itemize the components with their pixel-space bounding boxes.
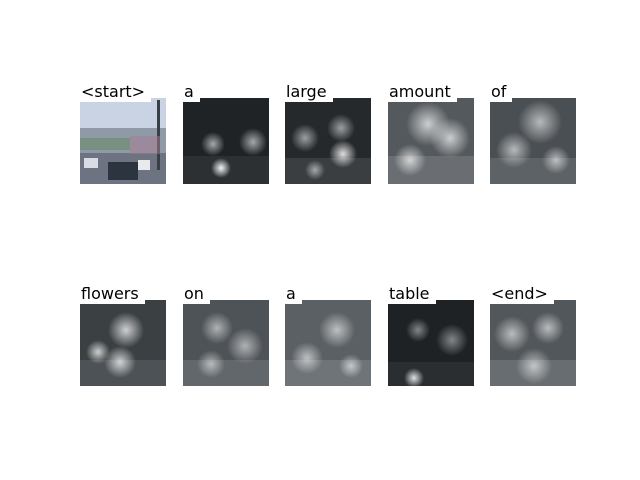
token-label: amount bbox=[388, 82, 457, 102]
token-tile-a: a bbox=[183, 98, 269, 184]
token-label: table bbox=[388, 284, 436, 304]
street-photo bbox=[80, 98, 166, 184]
attention-map bbox=[490, 300, 576, 386]
attention-map bbox=[80, 300, 166, 386]
token-tile-table: table bbox=[388, 300, 474, 386]
attention-map bbox=[388, 300, 474, 386]
attention-map bbox=[285, 300, 371, 386]
attention-map bbox=[183, 300, 269, 386]
token-tile-large: large bbox=[285, 98, 371, 184]
token-tile-a-2: a bbox=[285, 300, 371, 386]
token-tile-amount: amount bbox=[388, 98, 474, 184]
token-label: a bbox=[183, 82, 200, 102]
token-tile-of: of bbox=[490, 98, 576, 184]
attention-map bbox=[183, 98, 269, 184]
token-label: of bbox=[490, 82, 512, 102]
token-label: on bbox=[183, 284, 210, 304]
token-label: <end> bbox=[490, 284, 554, 304]
token-label: a bbox=[285, 284, 302, 304]
token-tile-start: <start> bbox=[80, 98, 166, 184]
attention-map bbox=[490, 98, 576, 184]
token-tile-flowers: flowers bbox=[80, 300, 166, 386]
token-label: flowers bbox=[80, 284, 145, 304]
attention-map bbox=[285, 98, 371, 184]
attention-map bbox=[388, 98, 474, 184]
token-label: <start> bbox=[80, 82, 151, 102]
token-tile-end: <end> bbox=[490, 300, 576, 386]
token-label: large bbox=[285, 82, 333, 102]
token-tile-on: on bbox=[183, 300, 269, 386]
